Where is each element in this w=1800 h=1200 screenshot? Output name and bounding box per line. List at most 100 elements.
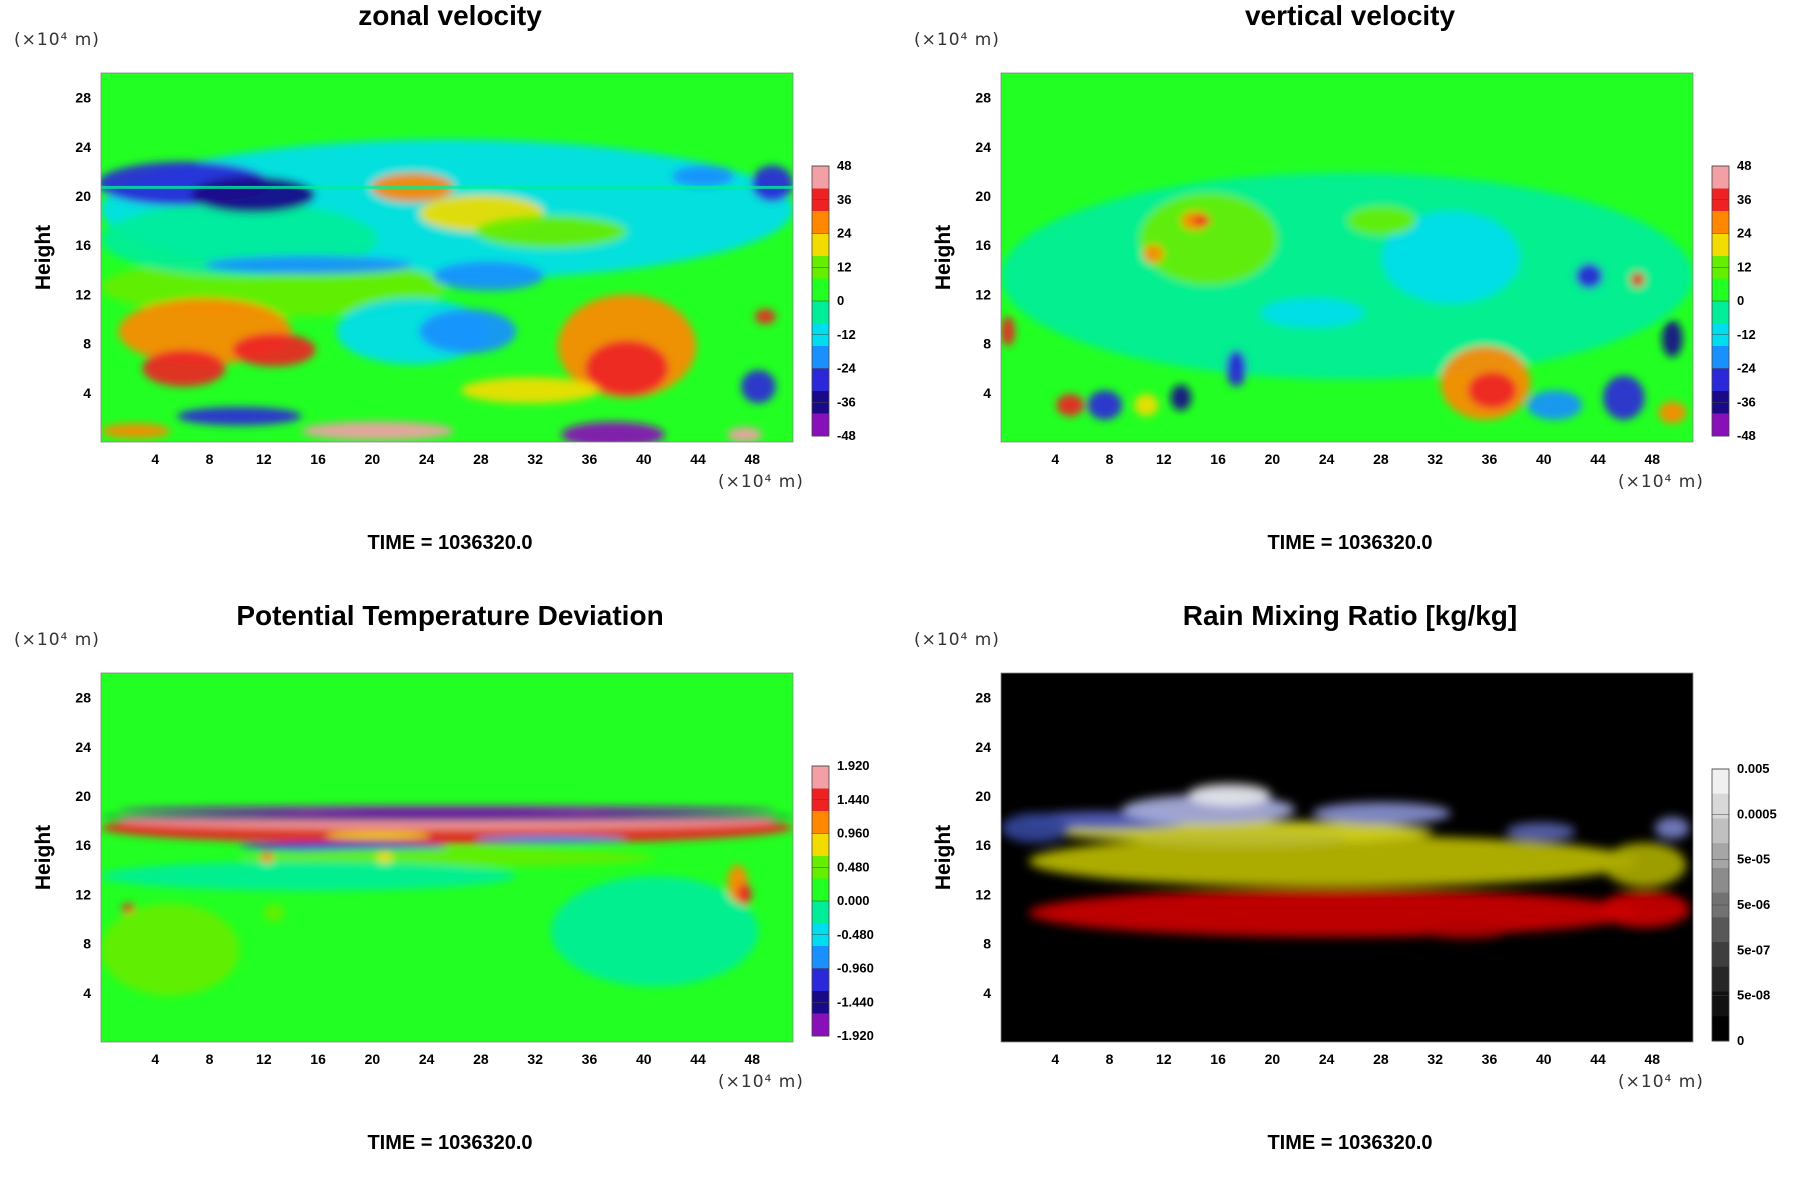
colorbar-label: -24	[837, 361, 857, 376]
colorbar-label: -12	[837, 327, 856, 342]
colorbar-swatch	[812, 368, 829, 392]
y-tick-label: 8	[83, 936, 91, 952]
time-label: TIME = 1036320.0	[367, 532, 533, 554]
colorbar-label: -12	[1737, 327, 1756, 342]
colorbar-label: 1.440	[837, 792, 870, 807]
colorbar-swatch	[1712, 368, 1729, 392]
x-tick-label: 8	[1106, 451, 1114, 467]
y-tick-label: 24	[975, 739, 991, 755]
colorbar-label: 24	[837, 226, 852, 241]
chart-title: Rain Mixing Ratio [kg/kg]	[1182, 600, 1518, 631]
colorbar-swatch	[1712, 917, 1729, 943]
colorbar-swatch	[1712, 867, 1729, 894]
x-tick-label: 24	[419, 1051, 435, 1067]
y-tick-label: 8	[983, 936, 991, 952]
x-tick-label: 28	[1373, 451, 1389, 467]
x-tick-label: 36	[1482, 1051, 1498, 1067]
colorbar-swatch	[812, 278, 829, 302]
y-tick-label: 28	[75, 90, 91, 106]
chart-title: vertical velocity	[1244, 0, 1456, 31]
y-tick-label: 4	[83, 385, 91, 401]
y-tick-label: 28	[975, 90, 991, 106]
y-axis-label: Height	[932, 225, 955, 290]
chart-title: zonal velocity	[358, 0, 542, 31]
x-tick-label: 4	[151, 1051, 159, 1067]
chart-svg: 4 8 12 16 20 24 28 32 36 40 44 48481216202428Height…	[932, 672, 1777, 1067]
colorbar-swatch	[1712, 991, 1729, 1017]
y-tick-label: 20	[975, 188, 991, 204]
y-tick-label: 4	[83, 985, 91, 1001]
x-tick-label: 48	[1645, 451, 1661, 467]
colorbar-swatch	[1712, 233, 1729, 257]
colorbar-label: 1.920	[837, 758, 870, 773]
x-tick-label: 8	[206, 1051, 214, 1067]
x-tick-label: 44	[690, 1051, 706, 1067]
chart-svg: 4 8 12 16 20 24 28 32 36 40 44 48481216202428Height…	[32, 672, 874, 1067]
colorbar-swatch	[812, 233, 829, 257]
colorbar-label: 0.960	[837, 826, 870, 841]
chart-panel: Potential Temperature Deviation (×10⁴ m) (…	[0, 600, 900, 1200]
colorbar-label: 5e-07	[1737, 942, 1770, 957]
x-axis-unit: (×10⁴ m)	[1618, 1072, 1704, 1092]
y-tick-label: 24	[975, 139, 991, 155]
x-tick-label: 32	[527, 1051, 543, 1067]
y-axis-unit: (×10⁴ m)	[14, 630, 100, 650]
colorbar-label: -1.920	[837, 1028, 874, 1043]
y-tick-label: 8	[983, 336, 991, 352]
x-tick-label: 8	[1106, 1051, 1114, 1067]
y-axis-label: Height	[32, 225, 55, 290]
colorbar-label: 36	[837, 192, 851, 207]
time-label: TIME = 1036320.0	[367, 1132, 533, 1154]
colorbar-label: 0	[837, 293, 844, 308]
colorbar-label: -36	[1737, 394, 1756, 409]
y-axis-label: Height	[932, 825, 955, 890]
colorbar-swatch	[1712, 769, 1729, 795]
x-tick-label: 28	[473, 1051, 489, 1067]
x-tick-label: 12	[1156, 451, 1172, 467]
x-tick-label: 24	[1319, 1051, 1335, 1067]
colorbar-swatch	[1712, 843, 1729, 869]
x-tick-label: 16	[310, 451, 326, 467]
colorbar-label: 12	[1737, 259, 1751, 274]
x-tick-label: 48	[745, 1051, 761, 1067]
y-axis-unit: (×10⁴ m)	[914, 630, 1000, 650]
x-tick-label: 16	[1210, 1051, 1226, 1067]
y-tick-label: 24	[75, 739, 91, 755]
y-tick-label: 4	[983, 385, 991, 401]
y-axis-unit: (×10⁴ m)	[14, 30, 100, 50]
colorbar-label: -0.480	[837, 927, 874, 942]
chart-panel: vertical velocity (×10⁴ m) (×10⁴ m) TIME = …	[900, 0, 1800, 600]
y-tick-label: 12	[975, 286, 991, 302]
y-tick-label: 16	[975, 837, 991, 853]
colorbar-swatch	[812, 766, 829, 789]
colorbar-label: 0	[1737, 293, 1744, 308]
chart-title: Potential Temperature Deviation	[236, 600, 664, 631]
x-tick-label: 20	[365, 451, 381, 467]
colorbar-swatch	[812, 968, 829, 992]
colorbar-swatch	[1712, 278, 1729, 302]
colorbar-swatch	[1712, 166, 1729, 189]
x-tick-label: 24	[1319, 451, 1335, 467]
x-tick-label: 28	[473, 451, 489, 467]
x-tick-label: 40	[1536, 1051, 1552, 1067]
colorbar-swatch	[812, 811, 829, 834]
time-label: TIME = 1036320.0	[1267, 532, 1433, 554]
x-tick-label: 44	[1590, 451, 1606, 467]
colorbar-swatch	[812, 901, 829, 924]
x-tick-label: 44	[690, 451, 706, 467]
time-label: TIME = 1036320.0	[1267, 1132, 1433, 1154]
y-tick-label: 12	[75, 286, 91, 302]
x-tick-label: 32	[1427, 1051, 1443, 1067]
y-tick-label: 8	[83, 336, 91, 352]
colorbar-label: 24	[1737, 226, 1752, 241]
colorbar-swatch	[812, 346, 829, 369]
colorbar-label: 5e-05	[1737, 852, 1770, 867]
x-tick-label: 12	[256, 451, 272, 467]
y-tick-label: 12	[75, 886, 91, 902]
colorbar-label: -0.960	[837, 961, 874, 976]
x-tick-label: 36	[1482, 451, 1498, 467]
x-tick-label: 20	[1265, 1051, 1281, 1067]
x-tick-label: 40	[636, 451, 652, 467]
x-tick-label: 8	[206, 451, 214, 467]
x-tick-label: 16	[310, 1051, 326, 1067]
